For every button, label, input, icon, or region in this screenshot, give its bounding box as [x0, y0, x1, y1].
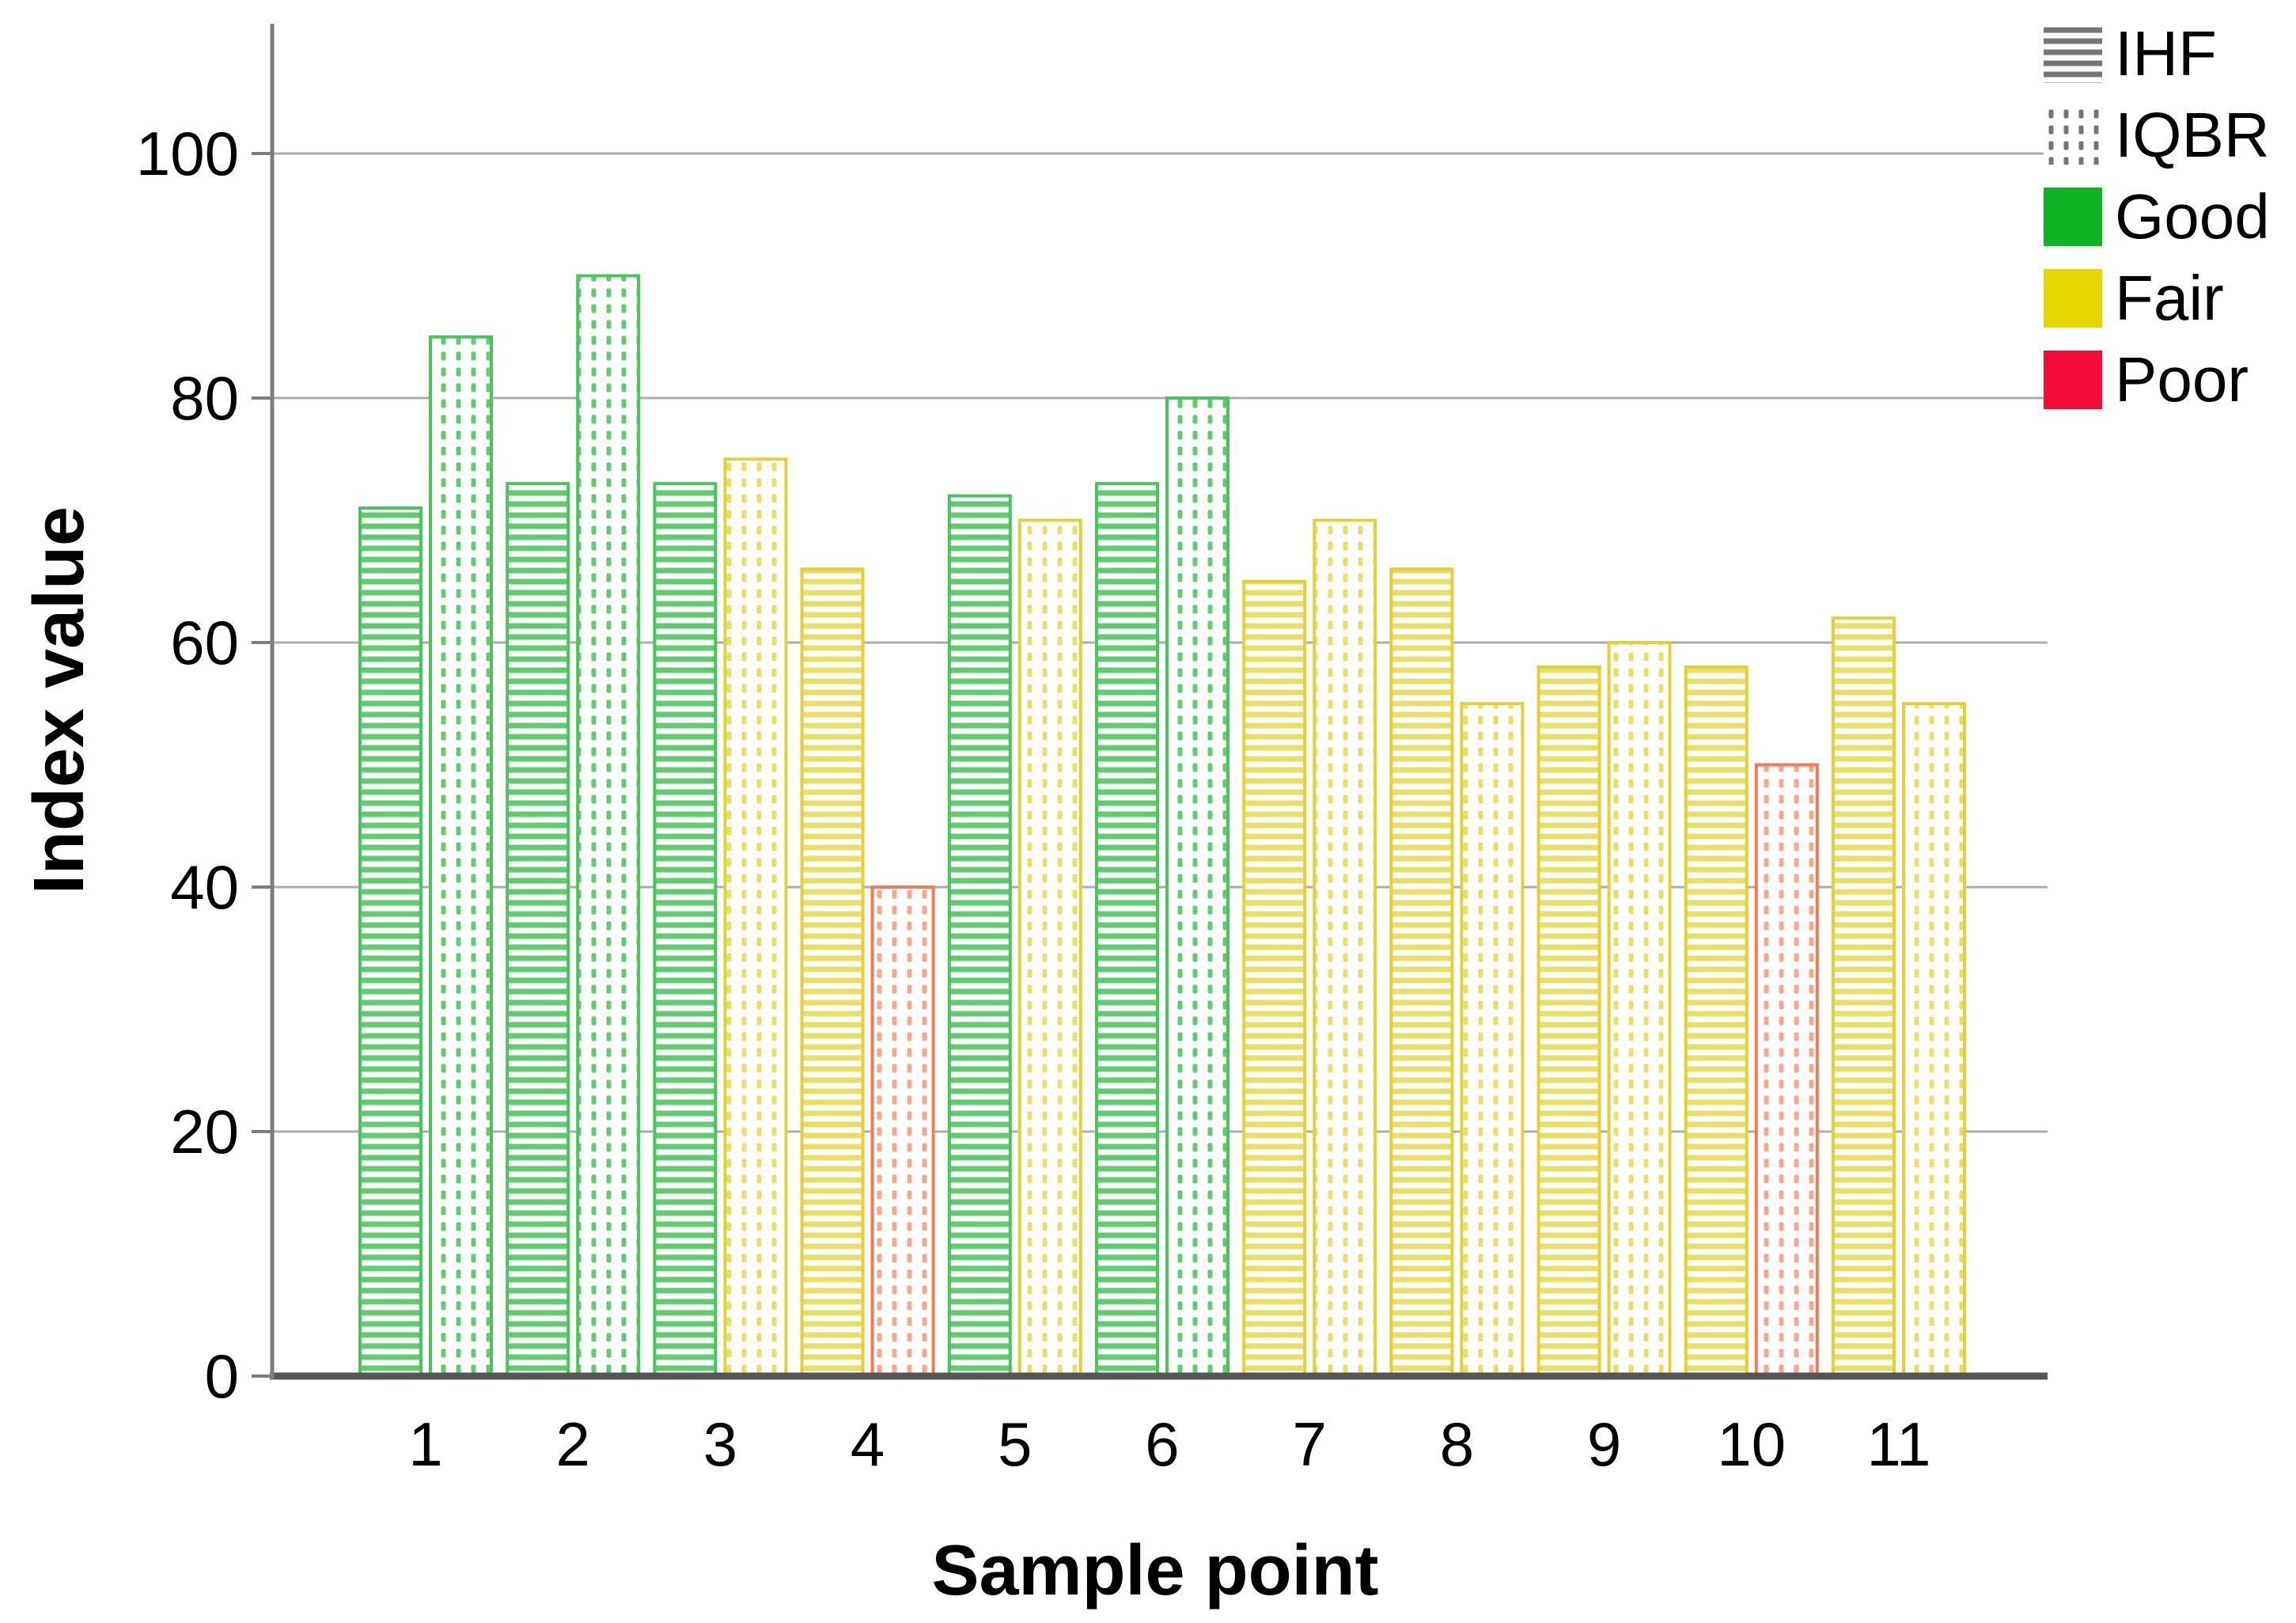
- legend-swatch-good: [2044, 187, 2102, 246]
- bar-iqbr-sample8: [1460, 702, 1525, 1378]
- bar-ihf-sample5: [947, 494, 1012, 1378]
- bar-iqbr-sample6: [1165, 396, 1229, 1378]
- bar-iqbr-sample9: [1607, 641, 1672, 1378]
- legend-swatch-ihf: [2044, 24, 2102, 83]
- bar-ihf-sample3: [653, 482, 718, 1378]
- y-tick-label: 60: [170, 608, 239, 677]
- bar-iqbr-sample10: [1754, 763, 1819, 1378]
- x-tick-label-8: 8: [1440, 1409, 1474, 1479]
- legend-label: Poor: [2115, 343, 2249, 415]
- bar-ihf-sample6: [1095, 482, 1159, 1378]
- x-tick-label-9: 9: [1587, 1409, 1621, 1479]
- legend-label: IHF: [2115, 17, 2217, 89]
- legend-swatch-fair: [2044, 268, 2102, 328]
- legend-item-good: Good: [2044, 176, 2270, 257]
- x-tick-label-1: 1: [408, 1409, 442, 1479]
- legend-item-iqbr: IQBR: [2044, 94, 2270, 176]
- x-tick-label-6: 6: [1145, 1409, 1179, 1479]
- y-tick-label: 20: [170, 1097, 239, 1166]
- x-tick-label-2: 2: [556, 1409, 590, 1479]
- x-axis-title: Sample point: [931, 1531, 1379, 1610]
- bar-iqbr-sample11: [1902, 702, 1966, 1378]
- y-tick-label: 40: [170, 852, 239, 922]
- legend-item-ihf: IHF: [2044, 13, 2270, 94]
- x-tick-label-10: 10: [1717, 1409, 1786, 1479]
- horizontal-stripes-pattern-icon: [2044, 24, 2102, 83]
- bar-ihf-sample8: [1389, 567, 1454, 1378]
- bar-iqbr-sample4: [870, 885, 935, 1378]
- bar-ihf-sample2: [506, 482, 570, 1378]
- bar-ihf-sample1: [358, 506, 422, 1378]
- x-tick-label-4: 4: [851, 1409, 885, 1479]
- x-tick-label-5: 5: [998, 1409, 1032, 1479]
- y-tick-label: 100: [136, 119, 239, 188]
- legend-swatch-poor: [2044, 350, 2102, 409]
- bar-iqbr-sample7: [1313, 518, 1377, 1378]
- bar-iqbr-sample2: [576, 274, 641, 1378]
- x-tick-label-7: 7: [1293, 1409, 1327, 1479]
- bar-ihf-sample9: [1536, 665, 1601, 1378]
- bar-ihf-sample7: [1242, 579, 1307, 1378]
- y-axis-title: Index value: [20, 506, 99, 895]
- legend-swatch-iqbr: [2044, 105, 2102, 165]
- legend-item-fair: Fair: [2044, 257, 2270, 339]
- x-tick-label-3: 3: [703, 1409, 737, 1479]
- y-tick-label: 80: [170, 363, 239, 433]
- bar-ihf-sample4: [800, 567, 865, 1378]
- y-tick-label: 0: [205, 1341, 239, 1411]
- legend-label: IQBR: [2115, 99, 2270, 170]
- legend-label: Fair: [2115, 262, 2224, 333]
- legend: IHF IQBR Good Fair Poor: [2044, 13, 2270, 420]
- legend-item-poor: Poor: [2044, 339, 2270, 420]
- legend-label: Good: [2115, 180, 2270, 252]
- bar-ihf-sample10: [1684, 665, 1749, 1378]
- bar-iqbr-sample5: [1017, 518, 1082, 1378]
- bar-ihf-sample11: [1832, 616, 1896, 1378]
- bar-iqbr-sample1: [429, 335, 493, 1378]
- dotted-columns-pattern-icon: [2044, 105, 2102, 165]
- bar-iqbr-sample3: [723, 457, 788, 1378]
- x-tick-label-11: 11: [1867, 1409, 1931, 1479]
